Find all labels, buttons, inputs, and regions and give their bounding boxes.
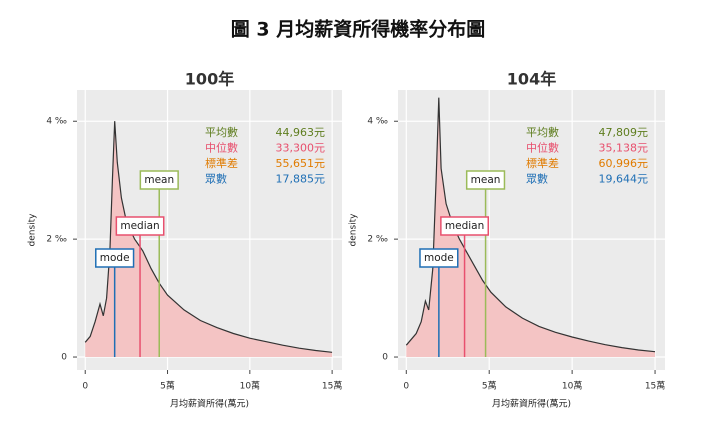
x-tick-label: 15萬	[645, 380, 665, 392]
x-tick-label: 15萬	[322, 380, 342, 392]
marker-box	[115, 216, 165, 236]
stat-marker-box: mode	[95, 248, 135, 268]
x-tick-label: 10萬	[240, 380, 260, 392]
marker-label: median	[445, 220, 484, 232]
stat-value: 19,644元	[599, 173, 649, 186]
y-axis-label: density	[349, 213, 359, 247]
density-line	[84, 121, 333, 353]
area-fill	[85, 121, 333, 358]
stat-name: 平均數	[526, 126, 559, 139]
x-axis-label: 月均薪資所得(萬元)	[170, 398, 249, 410]
x-tick-label: 10萬	[562, 380, 582, 392]
stat-name: 標準差	[205, 156, 238, 170]
y-tick-label: 0	[382, 353, 388, 363]
y-tick-label: 4 ‰	[46, 117, 67, 127]
stat-value: 47,809元	[599, 126, 649, 139]
marker-label: median	[120, 220, 159, 232]
marker-box	[465, 170, 506, 190]
marker-box	[419, 248, 459, 268]
x-tick-label: 5萬	[160, 380, 175, 392]
stat-marker-box: median	[440, 216, 490, 236]
stat-name: 中位數	[526, 141, 559, 155]
stat-value: 17,885元	[276, 173, 326, 186]
area-fill	[406, 97, 656, 358]
stat-value: 60,996元	[599, 157, 649, 170]
stat-name: 中位數	[205, 141, 238, 155]
y-tick-label: 2 ‰	[367, 235, 388, 245]
x-tick-label: 5萬	[482, 380, 497, 392]
stat-name: 標準差	[526, 156, 559, 170]
stat-marker-box: mean	[139, 170, 179, 190]
stat-value: 33,300元	[276, 142, 326, 155]
stat-value: 35,138元	[599, 142, 649, 155]
marker-box	[95, 248, 135, 268]
marker-label: mean	[144, 174, 174, 186]
stat-marker-box: mode	[419, 248, 459, 268]
x-tick-label: 0	[403, 382, 409, 392]
x-tick-label: 0	[82, 382, 88, 392]
marker-box	[440, 216, 490, 236]
stat-name: 平均數	[205, 126, 238, 139]
panel-title: 104年	[507, 70, 556, 89]
marker-label: mode	[100, 252, 130, 264]
marker-label: mean	[471, 174, 501, 186]
stat-value: 44,963元	[276, 126, 326, 139]
stat-marker-box: median	[115, 216, 165, 236]
stat-name: 眾數	[526, 173, 548, 186]
y-axis-label: density	[28, 213, 38, 247]
stat-name: 眾數	[205, 173, 227, 186]
marker-box	[139, 170, 179, 190]
stat-value: 55,651元	[276, 157, 326, 170]
panel-title: 100年	[185, 70, 234, 89]
y-tick-label: 4 ‰	[367, 117, 388, 127]
stat-marker-box: mean	[465, 170, 506, 190]
y-tick-label: 2 ‰	[46, 235, 67, 245]
y-tick-label: 0	[61, 353, 67, 363]
density-line	[405, 97, 656, 353]
marker-label: mode	[424, 252, 454, 264]
page-title: 圖 3 月均薪資所得機率分布圖	[231, 18, 485, 41]
x-axis-label: 月均薪資所得(萬元)	[492, 398, 571, 410]
